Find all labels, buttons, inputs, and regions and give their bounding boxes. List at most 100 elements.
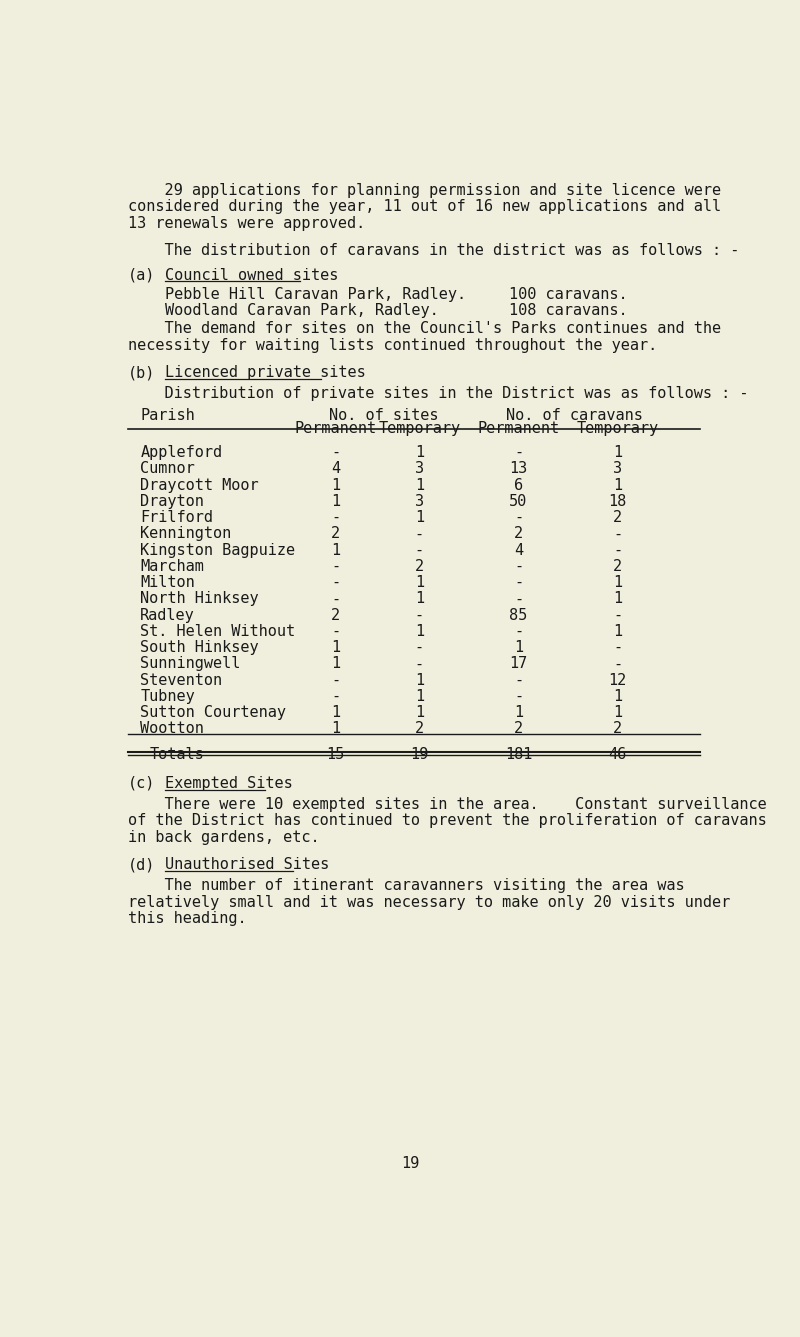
Text: 1: 1 [613, 591, 622, 607]
Text: 2: 2 [414, 559, 424, 574]
Text: -: - [514, 559, 523, 574]
Text: 1: 1 [613, 689, 622, 705]
Text: 1: 1 [331, 722, 340, 737]
Text: 100 caravans.: 100 caravans. [510, 287, 628, 302]
Text: 13: 13 [510, 461, 528, 476]
Text: Sunningwell: Sunningwell [140, 656, 241, 671]
Text: Temporary: Temporary [577, 421, 658, 436]
Text: Exempted Sites: Exempted Sites [165, 775, 293, 792]
Text: 1: 1 [414, 575, 424, 590]
Text: 1: 1 [414, 591, 424, 607]
Text: (d): (d) [128, 857, 155, 872]
Text: necessity for waiting lists continued throughout the year.: necessity for waiting lists continued th… [128, 338, 657, 353]
Text: Radley: Radley [140, 607, 195, 623]
Text: Distribution of private sites in the District was as follows : -: Distribution of private sites in the Dis… [128, 386, 749, 401]
Text: -: - [414, 607, 424, 623]
Text: of the District has continued to prevent the proliferation of caravans: of the District has continued to prevent… [128, 813, 766, 829]
Text: 17: 17 [510, 656, 528, 671]
Text: 1: 1 [613, 575, 622, 590]
Text: (a): (a) [128, 267, 155, 282]
Text: The number of itinerant caravanners visiting the area was: The number of itinerant caravanners visi… [128, 878, 685, 893]
Text: 85: 85 [510, 607, 528, 623]
Text: No. of caravans: No. of caravans [506, 408, 642, 422]
Text: 3: 3 [414, 493, 424, 509]
Text: 2: 2 [331, 607, 340, 623]
Text: -: - [514, 591, 523, 607]
Text: 1: 1 [613, 624, 622, 639]
Text: 1: 1 [414, 509, 424, 525]
Text: There were 1Θ exempted sites in the area.    Constant surveillance: There were 1Θ exempted sites in the area… [128, 797, 766, 812]
Text: -: - [514, 575, 523, 590]
Text: 1: 1 [414, 477, 424, 492]
Text: No. of sites: No. of sites [329, 408, 438, 422]
Text: 2: 2 [514, 527, 523, 541]
Text: Sutton Courtenay: Sutton Courtenay [140, 705, 286, 721]
Text: 1: 1 [514, 705, 523, 721]
Text: Permanent: Permanent [478, 421, 559, 436]
Text: 1: 1 [414, 445, 424, 460]
Text: 1: 1 [331, 543, 340, 558]
Text: -: - [613, 656, 622, 671]
Text: North Hinksey: North Hinksey [140, 591, 259, 607]
Text: Council owned sites: Council owned sites [165, 267, 338, 282]
Text: -: - [414, 527, 424, 541]
Text: -: - [414, 640, 424, 655]
Text: 1: 1 [331, 640, 340, 655]
Text: this heading.: this heading. [128, 910, 246, 927]
Text: 19: 19 [410, 746, 429, 762]
Text: -: - [331, 575, 340, 590]
Text: 29 applications for planning permission and site licence were: 29 applications for planning permission … [128, 183, 721, 198]
Text: -: - [514, 445, 523, 460]
Text: Temporary: Temporary [378, 421, 460, 436]
Text: -: - [613, 607, 622, 623]
Text: Steventon: Steventon [140, 673, 222, 687]
Text: -: - [613, 640, 622, 655]
Text: -: - [514, 689, 523, 705]
Text: Permanent: Permanent [294, 421, 377, 436]
Text: -: - [331, 689, 340, 705]
Text: Pebble Hill Caravan Park, Radley.: Pebble Hill Caravan Park, Radley. [165, 287, 466, 302]
Text: 3: 3 [414, 461, 424, 476]
Text: Wootton: Wootton [140, 722, 204, 737]
Text: 108 caravans.: 108 caravans. [510, 303, 628, 318]
Text: -: - [613, 527, 622, 541]
Text: (c): (c) [128, 775, 155, 792]
Text: 6: 6 [514, 477, 523, 492]
Text: -: - [514, 673, 523, 687]
Text: 1: 1 [331, 477, 340, 492]
Text: 2: 2 [613, 509, 622, 525]
Text: -: - [514, 509, 523, 525]
Text: 46: 46 [609, 746, 627, 762]
Text: St. Helen Without: St. Helen Without [140, 624, 295, 639]
Text: 1: 1 [514, 640, 523, 655]
Text: Appleford: Appleford [140, 445, 222, 460]
Text: 1: 1 [613, 705, 622, 721]
Text: 13 renewals were approved.: 13 renewals were approved. [128, 215, 365, 230]
Text: 1: 1 [414, 624, 424, 639]
Text: 1: 1 [331, 493, 340, 509]
Text: relatively small and it was necessary to make only 20 visits under: relatively small and it was necessary to… [128, 894, 730, 909]
Text: Woodland Caravan Park, Radley.: Woodland Caravan Park, Radley. [165, 303, 439, 318]
Text: considered during the year, 11 out of 16 new applications and all: considered during the year, 11 out of 16… [128, 199, 721, 214]
Text: Unauthorised Sites: Unauthorised Sites [165, 857, 330, 872]
Text: Licenced private sites: Licenced private sites [165, 365, 366, 380]
Text: 4: 4 [514, 543, 523, 558]
Text: 18: 18 [609, 493, 627, 509]
Text: -: - [331, 445, 340, 460]
Text: Kennington: Kennington [140, 527, 231, 541]
Text: Parish: Parish [140, 408, 195, 422]
Text: 1: 1 [613, 477, 622, 492]
Text: 15: 15 [326, 746, 345, 762]
Text: 4: 4 [331, 461, 340, 476]
Text: 50: 50 [510, 493, 528, 509]
Text: Marcham: Marcham [140, 559, 204, 574]
Text: (b): (b) [128, 365, 155, 380]
Text: Totals: Totals [150, 746, 204, 762]
Text: 1: 1 [414, 705, 424, 721]
Text: South Hinksey: South Hinksey [140, 640, 259, 655]
Text: The distribution of caravans in the district was as follows : -: The distribution of caravans in the dist… [128, 243, 739, 258]
Text: -: - [331, 509, 340, 525]
Text: Drayton: Drayton [140, 493, 204, 509]
Text: Draycott Moor: Draycott Moor [140, 477, 259, 492]
Text: Kingston Bagpuize: Kingston Bagpuize [140, 543, 295, 558]
